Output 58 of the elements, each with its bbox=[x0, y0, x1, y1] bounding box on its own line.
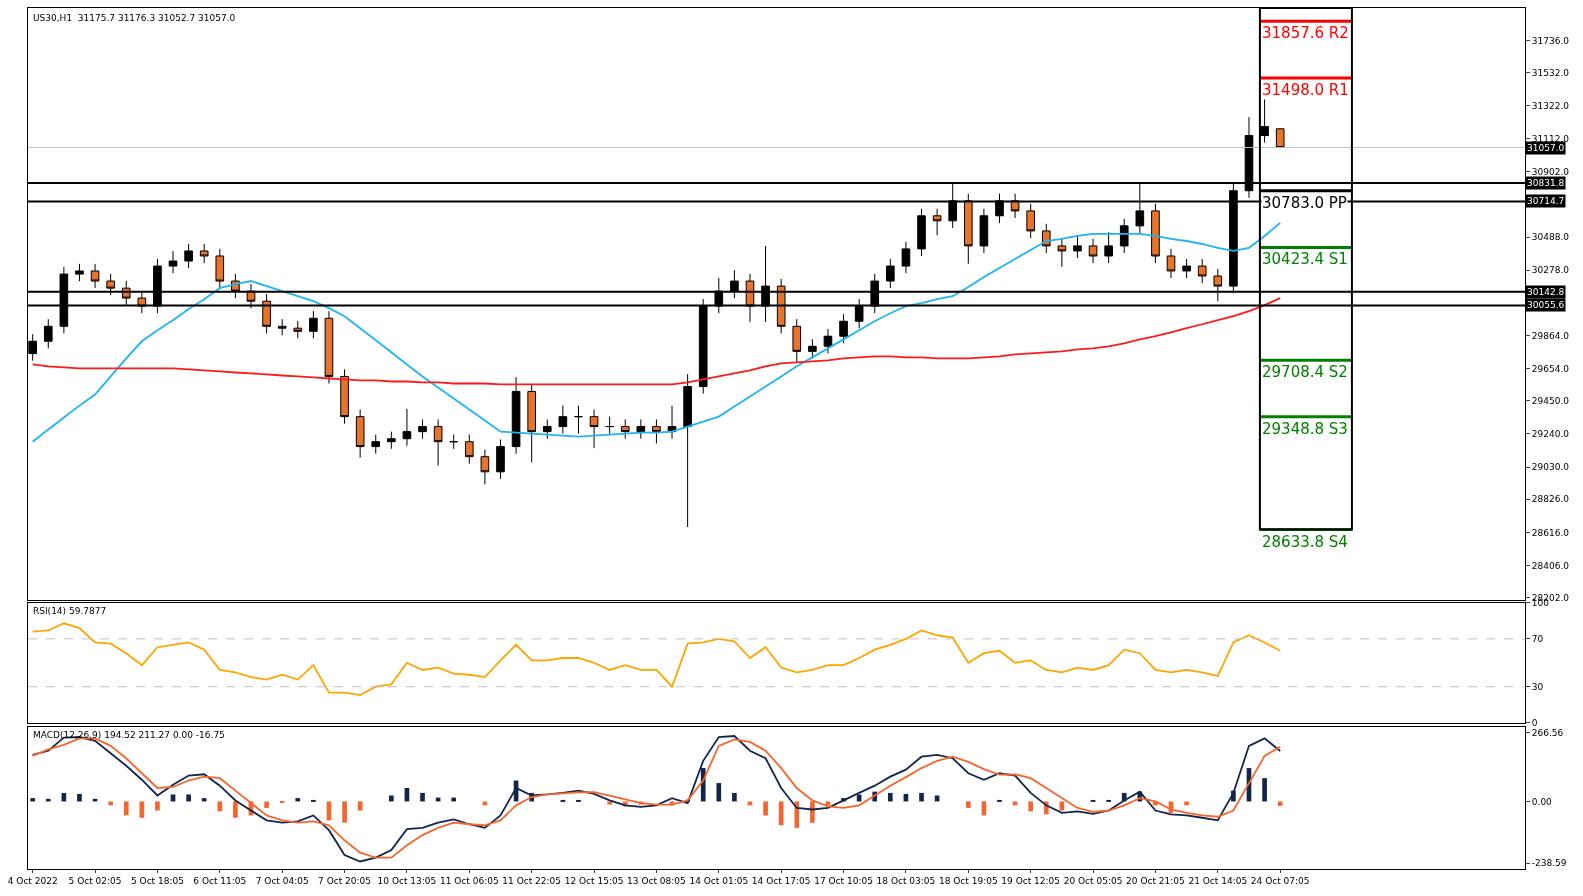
y-tick-label: 28826.0 bbox=[1531, 494, 1570, 505]
y-tick-label: 70 bbox=[1531, 634, 1544, 644]
text: 30055.6 bbox=[1527, 300, 1565, 310]
y-tick-label: 30 bbox=[1531, 681, 1544, 692]
y-tick-label: 266.56 bbox=[1531, 727, 1564, 738]
x-tick-label: 13 Oct 08:05 bbox=[627, 875, 686, 886]
x-tick-label: 20 Oct 05:05 bbox=[1063, 875, 1123, 886]
y-tick-label: 31532.0 bbox=[1531, 67, 1570, 78]
x-tick-label: 12 Oct 15:05 bbox=[564, 875, 624, 886]
y-tick-label: 0 bbox=[1531, 717, 1538, 728]
text: 30714.7 bbox=[1527, 196, 1565, 206]
text: 30831.8 bbox=[1527, 178, 1565, 188]
y-tick-label: 28406.0 bbox=[1531, 560, 1570, 571]
text: US30,H1 31175.7 31176.3 31052.7 31057.0 bbox=[33, 13, 236, 23]
y-tick-label: 0.00 bbox=[1531, 796, 1553, 807]
x-tick-label: 5 Oct 02:05 bbox=[68, 875, 122, 886]
y-tick-label: 28616.0 bbox=[1531, 527, 1570, 538]
y-tick-label: 31736.0 bbox=[1531, 35, 1570, 46]
ref-line-label: 29708.4 S2 bbox=[1262, 363, 1348, 381]
x-tick-label: 14 Oct 17:05 bbox=[751, 875, 811, 886]
x-tick-label: 10 Oct 13:05 bbox=[377, 875, 437, 886]
y-tick-label: 30488.0 bbox=[1531, 232, 1570, 243]
x-tick-label: 4 Oct 2022 bbox=[7, 875, 58, 886]
y-tick-label: -238.59 bbox=[1531, 858, 1567, 869]
text: 31057.0 bbox=[1527, 143, 1565, 153]
x-tick-label: 6 Oct 11:05 bbox=[193, 875, 247, 886]
x-tick-label: 17 Oct 10:05 bbox=[814, 875, 873, 886]
x-tick-label: 11 Oct 22:05 bbox=[502, 875, 562, 886]
ref-line-label: 30423.4 S1 bbox=[1262, 250, 1348, 268]
x-tick-label: 7 Oct 04:05 bbox=[255, 875, 309, 886]
chart-title: MACD(12,26,9) 194.52 211.27 0.00 -16.75 bbox=[33, 730, 225, 740]
x-tick-label: 20 Oct 21:05 bbox=[1126, 875, 1185, 886]
y-tick-label: 100 bbox=[1531, 598, 1550, 609]
y-tick-label: 30902.0 bbox=[1531, 167, 1570, 178]
y-tick-label: 31112.0 bbox=[1531, 134, 1570, 144]
text: 30142.8 bbox=[1527, 287, 1565, 297]
y-tick-label: 29450.0 bbox=[1531, 396, 1570, 407]
y-tick-label: 30278.0 bbox=[1531, 265, 1570, 276]
ref-line-label: 31498.0 R1 bbox=[1262, 81, 1349, 99]
y-tick-label: 29030.0 bbox=[1531, 462, 1570, 473]
ref-line-label: 29348.8 S3 bbox=[1262, 420, 1348, 438]
y-tick-label: 29240.0 bbox=[1531, 429, 1570, 440]
y-tick-label: 29864.0 bbox=[1531, 330, 1570, 341]
x-tick-label: 18 Oct 19:05 bbox=[938, 875, 998, 886]
x-tick-label: 18 Oct 03:05 bbox=[876, 875, 936, 886]
x-tick-label: 24 Oct 07:05 bbox=[1250, 875, 1310, 886]
x-tick-label: 21 Oct 14:05 bbox=[1188, 875, 1248, 886]
ref-line-label: 31857.6 R2 bbox=[1262, 24, 1349, 42]
ref-line-label: 28633.8 S4 bbox=[1262, 533, 1348, 551]
ref-line-label: 30783.0 PP bbox=[1262, 194, 1347, 212]
x-tick-label: 14 Oct 01:05 bbox=[689, 875, 749, 886]
x-tick-label: 19 Oct 12:05 bbox=[1001, 875, 1061, 886]
x-tick-label: 11 Oct 06:05 bbox=[439, 875, 499, 886]
y-tick-label: 31322.0 bbox=[1531, 100, 1570, 111]
y-tick-label: 29654.0 bbox=[1531, 363, 1570, 374]
chart-title: RSI(14) 59.7877 bbox=[33, 606, 107, 616]
x-tick-label: 7 Oct 20:05 bbox=[318, 875, 372, 886]
x-tick-label: 5 Oct 18:05 bbox=[130, 875, 184, 886]
